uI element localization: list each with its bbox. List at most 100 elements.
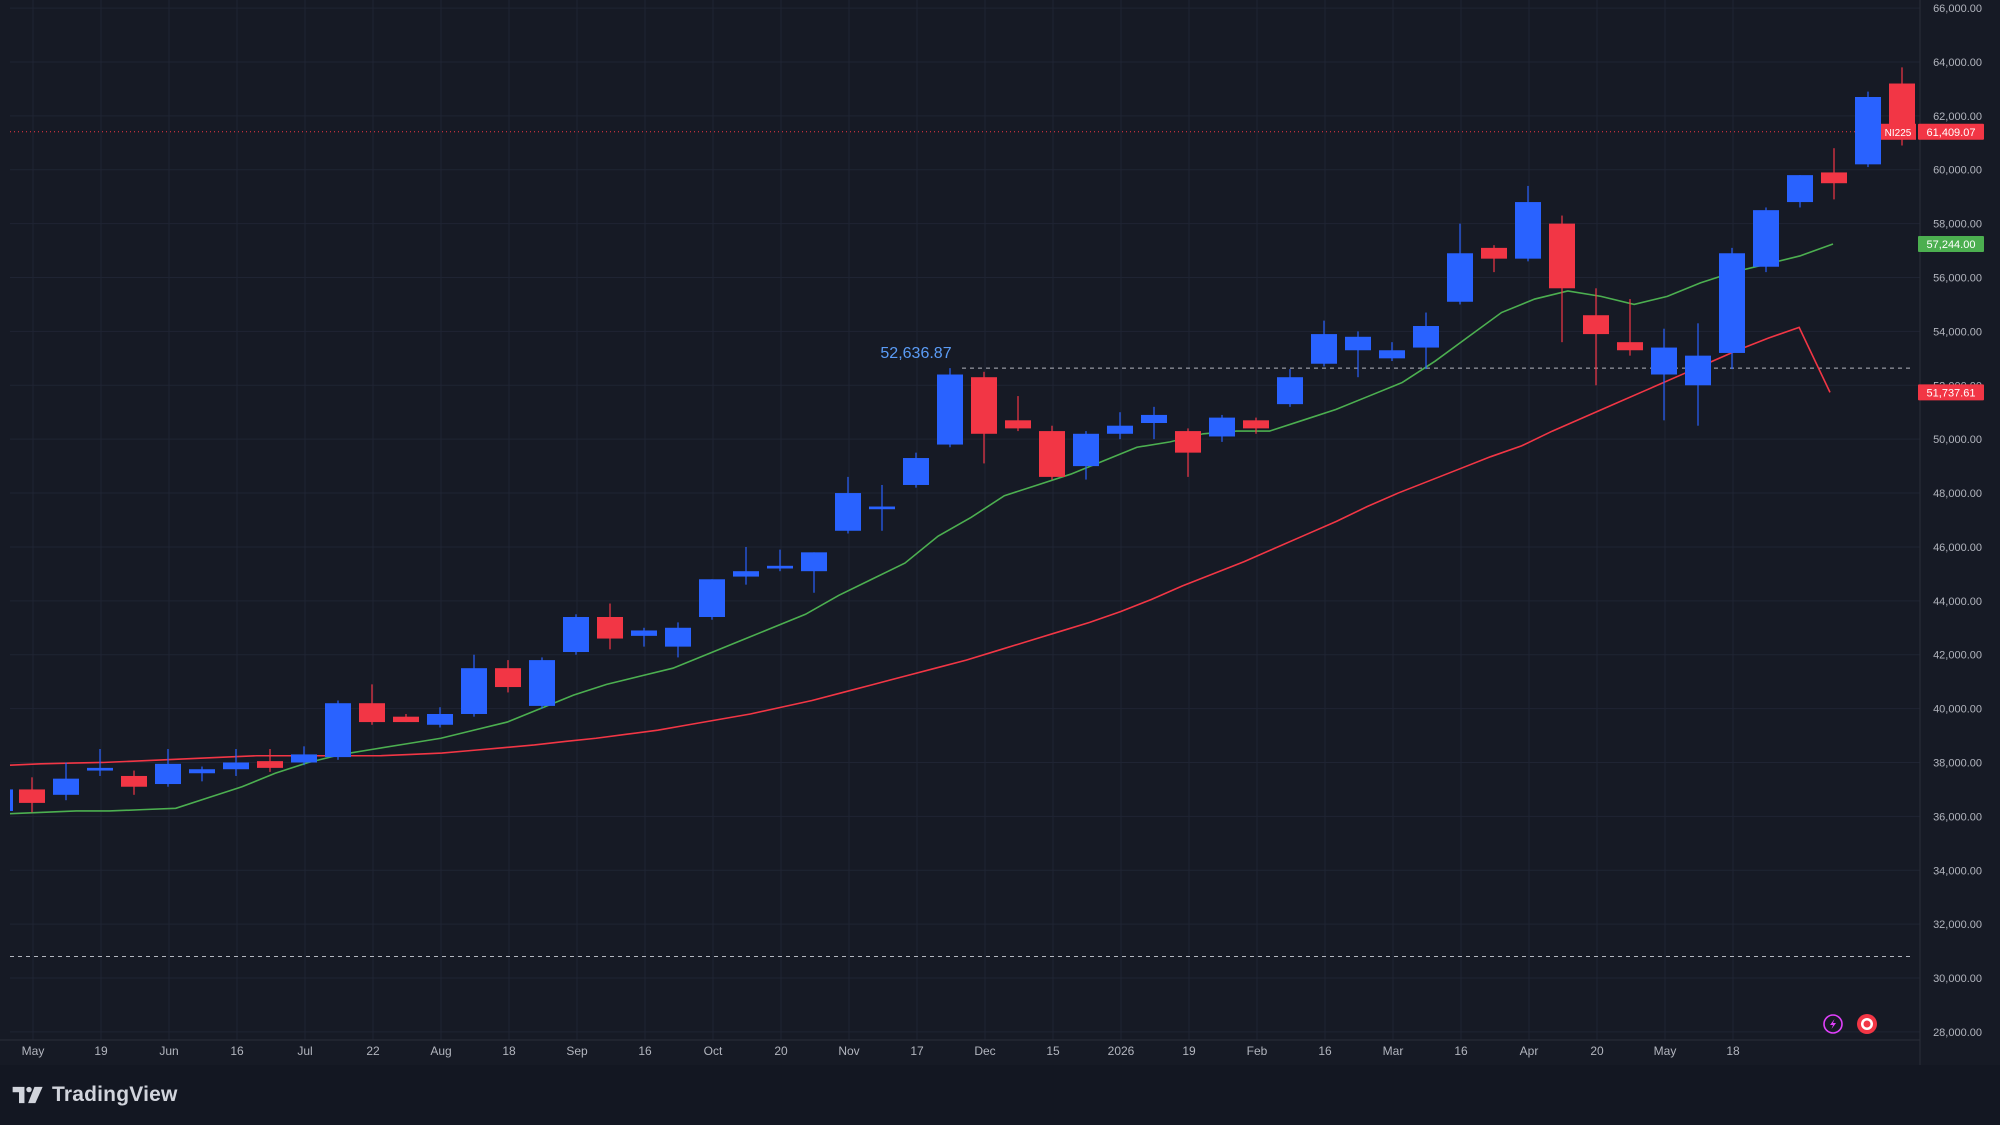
candle-body (1277, 377, 1303, 405)
y-tick-label: 64,000.00 (1933, 57, 1982, 69)
candle-body (461, 668, 487, 714)
candle-body (53, 778, 79, 795)
symbol-tag-bg (1881, 123, 1916, 140)
candle-body (1515, 202, 1541, 259)
y-tick-label: 62,000.00 (1933, 111, 1982, 123)
candle-body (529, 660, 555, 706)
candle-body (1413, 326, 1439, 348)
ma-long-tag: 51,737.61 (1927, 387, 1976, 399)
x-tick-label: 20 (1590, 1044, 1604, 1058)
candle-body (495, 668, 521, 688)
candle-body (631, 630, 657, 636)
candle-body (1685, 355, 1711, 386)
y-tick-label: 34,000.00 (1933, 865, 1982, 877)
y-tick-label: 58,000.00 (1933, 219, 1982, 231)
grid (10, 0, 1920, 1040)
last-price-tag-bg (1918, 123, 1984, 140)
candle-body (1719, 253, 1745, 353)
candle-body (257, 761, 283, 768)
y-tick-label: 46,000.00 (1933, 542, 1982, 554)
candle-body (1481, 247, 1507, 259)
candles (10, 67, 1915, 813)
candle-body (1583, 315, 1609, 335)
candle-body (1141, 414, 1167, 424)
y-tick-label: 44,000.00 (1933, 596, 1982, 608)
candle-body (189, 769, 215, 774)
candle-body (10, 789, 13, 811)
record-icon[interactable] (1857, 1014, 1877, 1034)
y-tick-label: 48,000.00 (1933, 488, 1982, 500)
x-tick-label: Apr (1520, 1044, 1539, 1058)
x-tick-label: Oct (704, 1044, 723, 1058)
candlestick-chart[interactable]: 52,636.87 66,000.00 64,000.00 62,000.00 60,… (0, 0, 2000, 1065)
y-tick-label: 50,000.00 (1933, 434, 1982, 446)
reference-lines (10, 131, 1912, 957)
x-tick-label: 15 (1046, 1044, 1060, 1058)
candle-body (1311, 334, 1337, 364)
ma-long-line (9, 326, 1831, 766)
y-tick-label: 36,000.00 (1933, 811, 1982, 823)
x-tick-label: Aug (430, 1044, 451, 1058)
x-tick-label: 22 (366, 1044, 380, 1058)
symbol-tag: NI225 (1885, 128, 1912, 139)
x-tick-label: 19 (94, 1044, 108, 1058)
tradingview-logo-icon (12, 1086, 43, 1104)
candle-body (19, 789, 45, 803)
candle-body (393, 716, 419, 723)
candle-body (869, 506, 895, 510)
candle-body (1855, 96, 1881, 165)
lightning-icon[interactable] (1823, 1014, 1843, 1034)
brand-logo[interactable]: TradingView (12, 1080, 178, 1110)
candle-body (223, 762, 249, 770)
candle-body (1005, 420, 1031, 429)
x-tick-label: Sep (566, 1044, 588, 1058)
candle-body (937, 374, 963, 445)
y-tick-label: 30,000.00 (1933, 973, 1982, 985)
axes: 66,000.00 64,000.00 62,000.00 60,000.00 58,0… (0, 0, 2000, 1065)
x-tick-label: 16 (638, 1044, 652, 1058)
candle-body (1821, 172, 1847, 184)
x-tick-label: 16 (1454, 1044, 1468, 1058)
labels: 52,636.87 (880, 345, 951, 362)
x-tick-label: Nov (838, 1044, 859, 1058)
candle-body (597, 616, 623, 639)
candle-body (1447, 253, 1473, 302)
x-tick-label: Feb (1247, 1044, 1268, 1058)
x-tick-label: 16 (230, 1044, 244, 1058)
x-tick-label: Mar (1383, 1044, 1404, 1058)
ma-short-line (9, 243, 1834, 815)
candle-body (359, 703, 385, 723)
candle-body (1039, 431, 1065, 477)
candle-body (1175, 431, 1201, 453)
candle-body (1379, 350, 1405, 359)
candle-body (801, 552, 827, 572)
y-tick-label: 32,000.00 (1933, 919, 1982, 931)
y-tick-label: 40,000.00 (1933, 704, 1982, 716)
candle-body (563, 616, 589, 653)
candle-body (87, 767, 113, 771)
candle-body (291, 754, 317, 763)
candle-body (835, 493, 861, 531)
candle-body (1549, 223, 1575, 289)
candle-body (1617, 342, 1643, 351)
moving-averages (9, 243, 1834, 815)
brand-name: TradingView (52, 1083, 178, 1106)
footer-bar (0, 1065, 2000, 1125)
candle-body (1787, 175, 1813, 203)
candle-body (325, 703, 351, 758)
candle-body (903, 458, 929, 485)
candle-body (1651, 347, 1677, 375)
candle-body (971, 377, 997, 434)
x-tick-label: May (22, 1044, 45, 1058)
y-tick-label: 42,000.00 (1933, 650, 1982, 662)
high-price-label: 52,636.87 (880, 345, 951, 362)
candle-body (733, 571, 759, 577)
candle-body (427, 713, 453, 725)
candle-body (767, 565, 793, 569)
y-tick-label: 38,000.00 (1933, 757, 1982, 769)
candle-body (121, 775, 147, 787)
candle-body (1073, 433, 1099, 467)
x-tick-label: 18 (1726, 1044, 1740, 1058)
price-axis-bg (1920, 0, 2000, 1065)
